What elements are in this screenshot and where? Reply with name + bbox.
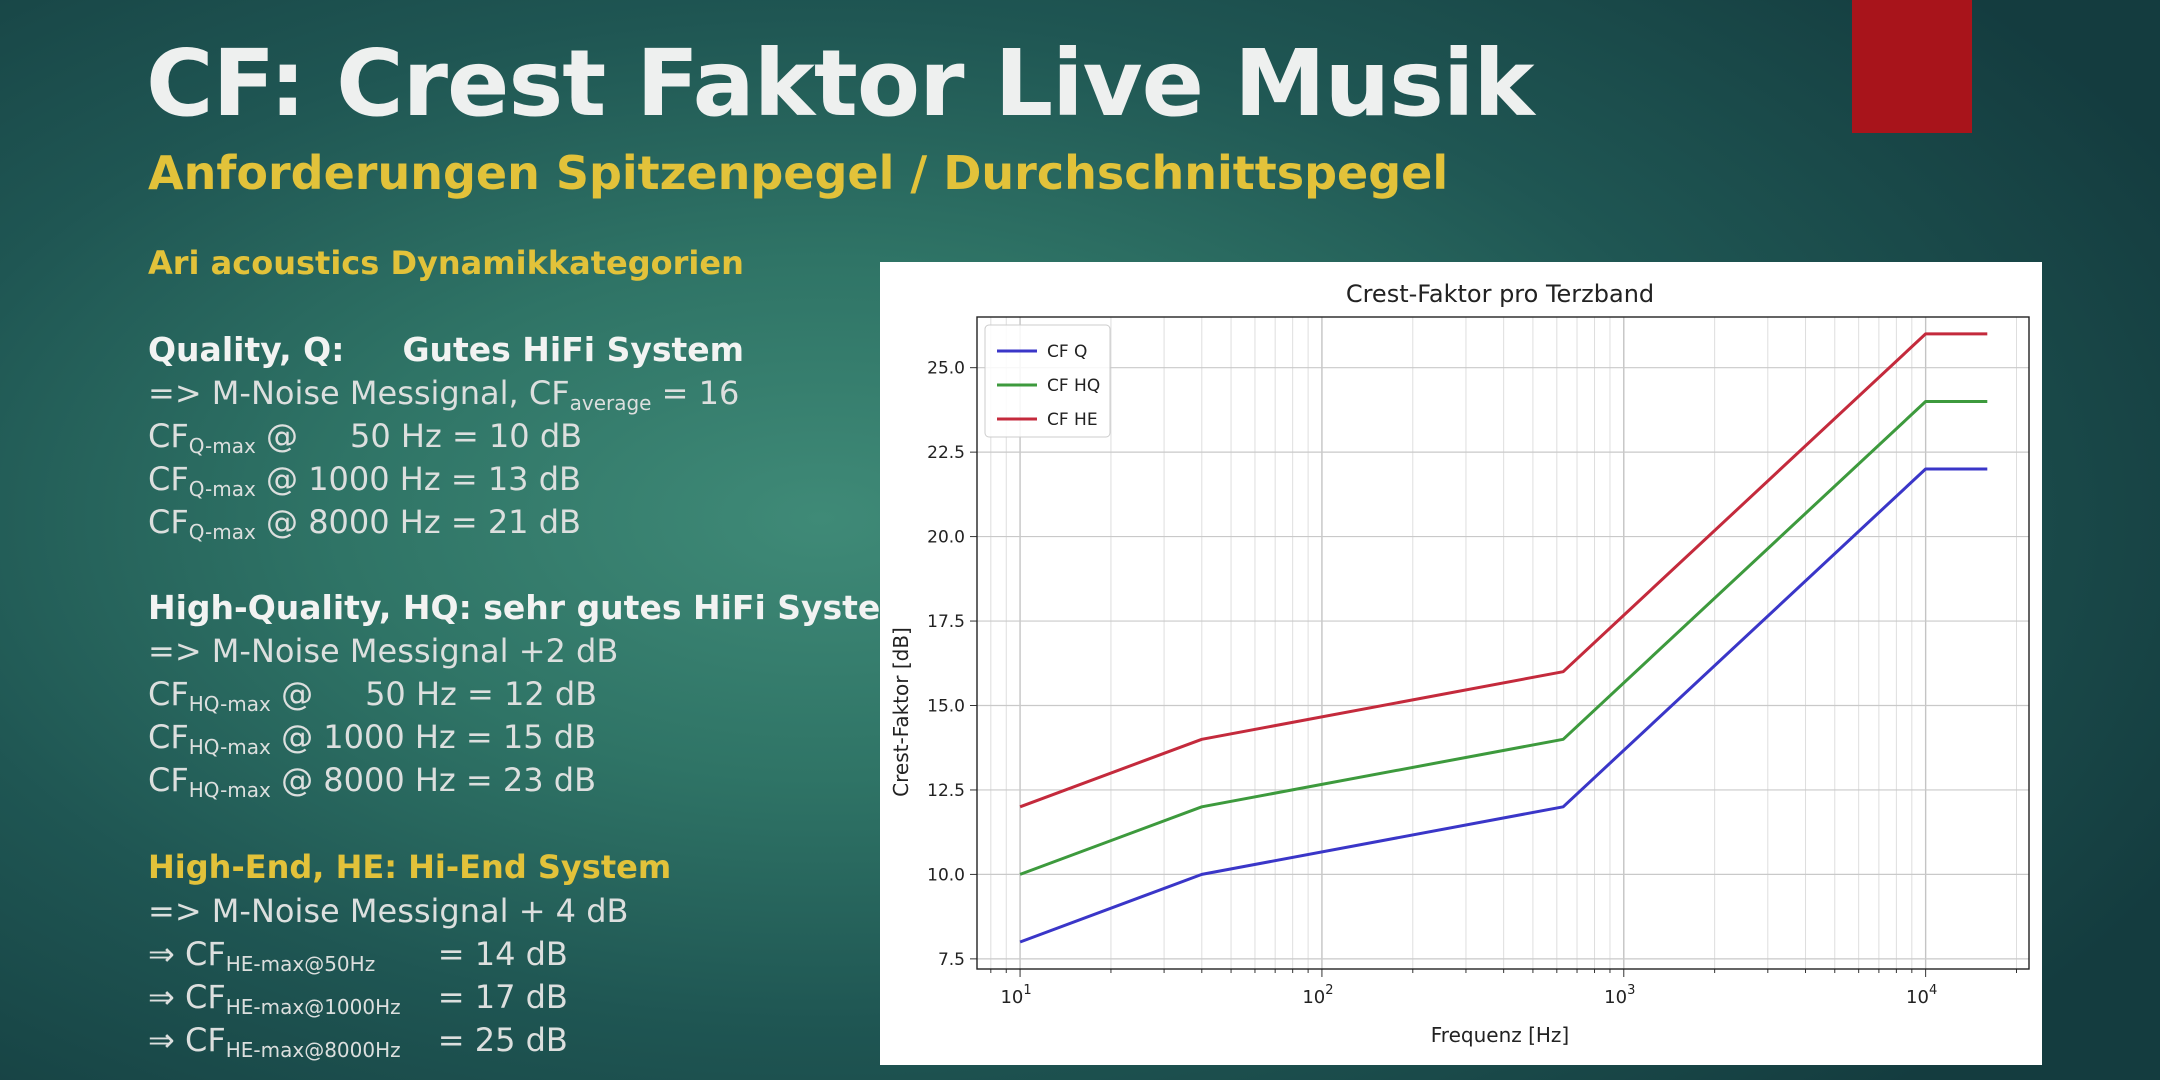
he-row-8000: ⇒ CFHE-max@8000Hz = 25 dB <box>148 1021 568 1062</box>
cf-sub: HE-max@8000Hz <box>225 1038 401 1062</box>
quality-line-1-text: => M-Noise Messignal, CF <box>148 374 570 412</box>
implies-arrow-icon: ⇒ <box>148 935 175 973</box>
quality-row-1000: CFQ-max @ 1000 Hz = 13 dB <box>148 460 581 501</box>
implies-arrow-icon: ⇒ <box>148 978 175 1016</box>
hq-row-50: CFHQ-max @50 Hz = 12 dB <box>148 675 597 716</box>
cf-sub: HE-max@50Hz <box>225 952 376 976</box>
x-tick-label: 102 <box>1302 983 1333 1008</box>
cf-label: CF <box>148 417 189 455</box>
at-sign: @ <box>255 417 299 455</box>
cf-label: CF <box>184 935 226 973</box>
cf-sub: HQ-max <box>188 735 271 759</box>
chart-y-axis-label: Crest-Faktor [dB] <box>889 627 913 797</box>
legend-box <box>984 324 1111 438</box>
cf-sub: HQ-max <box>188 692 271 716</box>
slide-subtitle: Anforderungen Spitzenpegel / Durchschnit… <box>148 146 1449 200</box>
cf-sub: HQ-max <box>188 778 271 802</box>
cf-sub: Q-max <box>188 434 256 458</box>
slide-title: CF: Crest Faktor Live Musik <box>146 30 1535 137</box>
he-heading: High-End, HE: Hi-End System <box>148 848 672 886</box>
at-sign: @ <box>255 503 299 541</box>
cf-sub: Q-max <box>188 520 256 544</box>
quality-heading-a: Quality, Q: <box>148 330 345 369</box>
plot-frame <box>976 316 2030 970</box>
y-tick-label: 10.0 <box>927 865 965 885</box>
implies-arrow-icon: ⇒ <box>148 1021 175 1059</box>
legend-label: CF HE <box>1047 410 1098 430</box>
row-value: = 25 dB <box>437 1021 568 1059</box>
hq-row-8000: CFHQ-max @ 8000 Hz = 23 dB <box>148 761 596 802</box>
y-tick-label: 25.0 <box>927 359 965 379</box>
he-row-50: ⇒ CFHE-max@50Hz = 14 dB <box>148 935 568 976</box>
chart-title: Crest-Faktor pro Terzband <box>1346 280 1654 308</box>
cf-label: CF <box>148 503 189 541</box>
at-sign: @ <box>270 718 314 756</box>
at-sign: @ <box>270 675 314 713</box>
series-line-cf-hq <box>1019 400 1988 876</box>
y-tick-label: 22.5 <box>927 443 965 463</box>
series-line-cf-he <box>1019 332 1988 809</box>
crest-factor-chart: 7.5 10.0 12.5 15.0 17.5 20.0 22.5 25.0 101 102 103… <box>889 280 2030 1047</box>
y-tick-label: 17.5 <box>927 612 965 632</box>
x-tick-label: 101 <box>1000 983 1031 1008</box>
cf-sub: Q-max <box>188 477 256 501</box>
cf-sub: HE-max@1000Hz <box>225 995 401 1019</box>
series-line-cf-q <box>1019 467 1988 944</box>
hq-heading: High-Quality, HQ: sehr gutes HiFi System <box>148 588 915 627</box>
legend-label: CF Q <box>1047 342 1087 362</box>
at-sign: @ <box>270 761 314 799</box>
y-tick-label: 7.5 <box>938 950 965 970</box>
cf-label: CF <box>148 718 189 756</box>
quality-row-8000: CFQ-max @ 8000 Hz = 21 dB <box>148 503 581 544</box>
chart-panel: 7.5 10.0 12.5 15.0 17.5 20.0 22.5 25.0 101 102 103… <box>880 262 2042 1065</box>
hq-row-1000: CFHQ-max @ 1000 Hz = 15 dB <box>148 718 596 759</box>
row-value: = 14 dB <box>437 935 568 973</box>
cf-label: CF <box>184 1021 226 1059</box>
x-tick-label: 104 <box>1906 983 1937 1008</box>
row-value: = 17 dB <box>437 978 568 1016</box>
he-row-1000: ⇒ CFHE-max@1000Hz = 17 dB <box>148 978 568 1019</box>
legend-label: CF HQ <box>1047 376 1100 396</box>
section-heading: Ari acoustics Dynamikkategorien <box>148 244 744 282</box>
y-tick-label: 15.0 <box>927 696 965 716</box>
quality-line-1: => M-Noise Messignal, CFaverage = 16 <box>148 374 739 415</box>
chart-x-axis-label: Frequenz [Hz] <box>1431 1023 1570 1047</box>
quality-line-1-sub: average <box>569 391 652 415</box>
row-value: 8000 Hz = 21 dB <box>308 503 581 541</box>
x-tick-label: 103 <box>1604 983 1635 1008</box>
cf-label: CF <box>148 761 189 799</box>
y-tick-label: 20.0 <box>927 528 965 548</box>
quality-heading-b: Gutes HiFi System <box>402 330 745 369</box>
quality-line-1-value: = 16 <box>651 374 740 412</box>
y-tick-label: 12.5 <box>927 781 965 801</box>
cf-label: CF <box>184 978 226 1016</box>
cf-label: CF <box>148 675 189 713</box>
row-value: 8000 Hz = 23 dB <box>323 761 597 799</box>
row-value: 1000 Hz = 15 dB <box>323 718 597 756</box>
row-value: 1000 Hz = 13 dB <box>308 460 581 498</box>
he-line-1: => M-Noise Messignal + 4 dB <box>148 892 629 930</box>
accent-red-box <box>1852 0 1972 133</box>
row-value: 50 Hz = 10 dB <box>350 417 583 455</box>
at-sign: @ <box>255 460 299 498</box>
quality-row-50: CFQ-max @50 Hz = 10 dB <box>148 417 582 458</box>
row-value: 50 Hz = 12 dB <box>365 675 598 713</box>
quality-heading: Quality, Q: Gutes HiFi System <box>148 330 744 369</box>
cf-label: CF <box>148 460 189 498</box>
hq-line-1: => M-Noise Messignal +2 dB <box>148 632 619 670</box>
